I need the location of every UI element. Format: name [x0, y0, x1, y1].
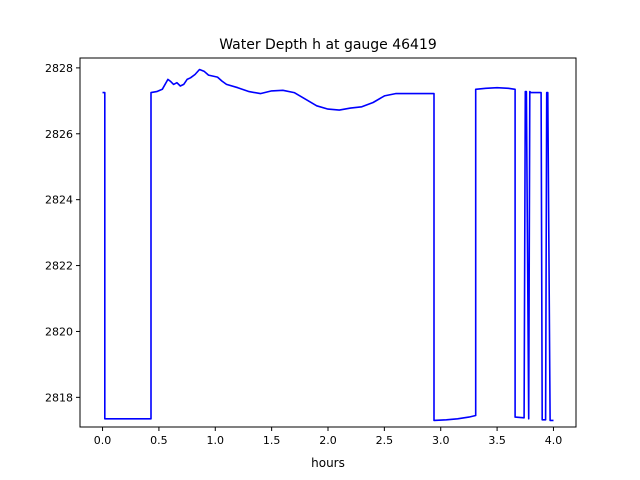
x-tick-label: 4.0 [545, 434, 563, 447]
x-tick-label: 1.5 [263, 434, 281, 447]
x-tick-label: 1.0 [207, 434, 225, 447]
x-tick-label: 3.5 [488, 434, 506, 447]
chart-title: Water Depth h at gauge 46419 [219, 37, 437, 53]
x-tick-label: 2.0 [319, 434, 337, 447]
y-tick-label: 2818 [45, 391, 73, 404]
y-tick-label: 2822 [45, 260, 73, 273]
x-tick-label: 2.5 [376, 434, 394, 447]
x-tick-label: 0.0 [94, 434, 112, 447]
x-axis-label: hours [311, 456, 345, 470]
y-tick-label: 2824 [45, 194, 73, 207]
series-layer [102, 68, 554, 422]
x-tick-label: 0.5 [150, 434, 168, 447]
y-tick-label: 2820 [45, 325, 73, 338]
y-tick-label: 2826 [45, 128, 73, 141]
series-line-water-depth [102, 68, 554, 422]
axes-layer: 0.0 0.5 1.0 1.5 2.0 2.5 3.0 3.5 4.0 2818 2820 2822 2… [45, 62, 562, 447]
plot-area-frame [79, 57, 577, 428]
x-tick-label: 3.0 [432, 434, 450, 447]
y-tick-label: 2828 [45, 62, 73, 75]
